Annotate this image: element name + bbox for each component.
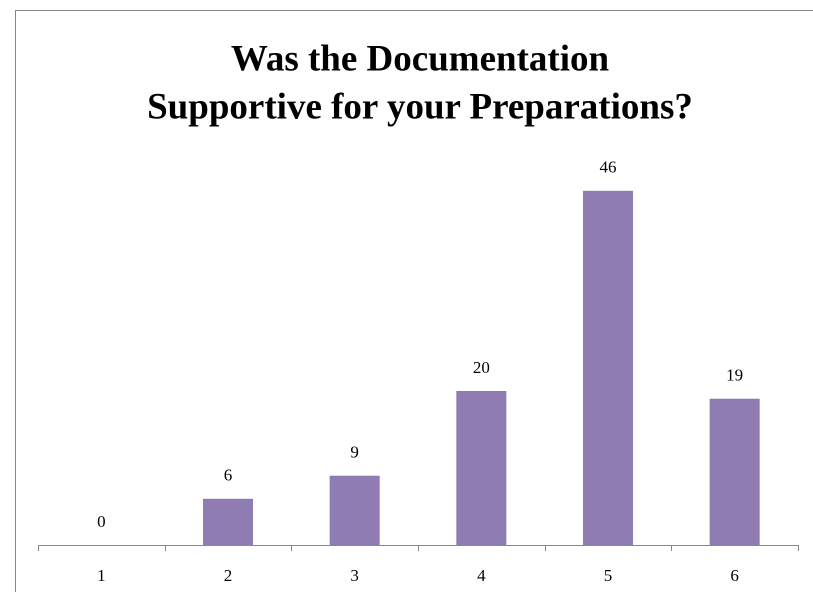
x-tick-label: 3 (350, 566, 359, 585)
data-label: 0 (97, 512, 106, 531)
chart-title: Was the Documentation (231, 38, 610, 79)
data-label: 20 (473, 358, 490, 377)
x-tick-label: 1 (97, 566, 106, 585)
bar (329, 475, 380, 545)
bar (583, 190, 633, 546)
x-tick-label: 2 (224, 566, 233, 585)
bar (709, 398, 760, 545)
data-label: 6 (224, 466, 233, 485)
bar (456, 391, 507, 545)
x-tick-label: 4 (477, 566, 486, 585)
x-tick-label: 5 (604, 566, 613, 585)
chart-border (15, 10, 813, 592)
bar (203, 498, 253, 545)
data-label: 9 (350, 443, 359, 462)
x-tick-label: 6 (730, 566, 739, 585)
data-label: 19 (726, 366, 743, 385)
chart-title: Supportive for your Preparations? (147, 86, 693, 127)
data-label: 46 (600, 158, 617, 177)
